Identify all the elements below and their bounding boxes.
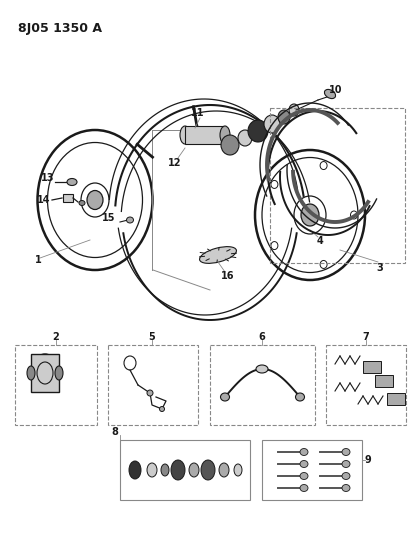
Ellipse shape xyxy=(300,472,308,480)
Text: 16: 16 xyxy=(221,271,235,281)
Ellipse shape xyxy=(220,126,230,144)
Bar xyxy=(15,345,97,425)
Ellipse shape xyxy=(342,472,350,480)
Bar xyxy=(108,345,198,425)
Text: 4: 4 xyxy=(317,236,323,246)
Ellipse shape xyxy=(221,135,239,155)
Ellipse shape xyxy=(256,365,268,373)
Ellipse shape xyxy=(189,463,199,477)
Bar xyxy=(326,345,406,425)
Text: 15: 15 xyxy=(101,213,115,223)
Bar xyxy=(262,440,362,500)
Bar xyxy=(31,354,59,392)
Ellipse shape xyxy=(220,393,229,401)
Ellipse shape xyxy=(147,463,157,477)
Ellipse shape xyxy=(295,393,304,401)
Ellipse shape xyxy=(300,484,308,491)
Ellipse shape xyxy=(31,354,59,392)
Ellipse shape xyxy=(147,390,153,396)
Ellipse shape xyxy=(238,130,252,146)
Bar xyxy=(387,393,405,405)
Ellipse shape xyxy=(289,104,299,116)
Ellipse shape xyxy=(180,126,190,144)
Ellipse shape xyxy=(324,90,335,99)
Ellipse shape xyxy=(37,362,53,384)
Ellipse shape xyxy=(129,461,141,479)
Ellipse shape xyxy=(234,464,242,476)
Bar xyxy=(63,194,73,202)
Bar xyxy=(363,361,381,373)
Bar xyxy=(120,440,250,500)
Ellipse shape xyxy=(201,460,215,480)
Ellipse shape xyxy=(79,200,85,206)
Ellipse shape xyxy=(248,120,268,142)
Text: 8J05 1350 A: 8J05 1350 A xyxy=(18,22,102,35)
Ellipse shape xyxy=(55,366,63,380)
Ellipse shape xyxy=(301,204,319,226)
Ellipse shape xyxy=(342,448,350,456)
Ellipse shape xyxy=(161,464,169,476)
Text: 1: 1 xyxy=(35,255,41,265)
Ellipse shape xyxy=(264,115,280,133)
Bar xyxy=(270,108,405,263)
Ellipse shape xyxy=(27,366,35,380)
Ellipse shape xyxy=(87,190,103,209)
Text: 8: 8 xyxy=(111,427,118,437)
Ellipse shape xyxy=(278,110,290,124)
Ellipse shape xyxy=(219,463,229,477)
Ellipse shape xyxy=(342,461,350,467)
Text: 10: 10 xyxy=(329,85,343,95)
Ellipse shape xyxy=(171,460,185,480)
Ellipse shape xyxy=(126,217,133,223)
Ellipse shape xyxy=(300,461,308,467)
Text: 6: 6 xyxy=(259,332,265,342)
Text: 9: 9 xyxy=(365,455,371,465)
Text: 7: 7 xyxy=(363,332,370,342)
Text: 13: 13 xyxy=(41,173,55,183)
Ellipse shape xyxy=(159,407,164,411)
Ellipse shape xyxy=(67,179,77,185)
Text: 12: 12 xyxy=(168,158,182,168)
Text: 2: 2 xyxy=(53,332,59,342)
Text: 5: 5 xyxy=(149,332,155,342)
Ellipse shape xyxy=(342,484,350,491)
Text: 3: 3 xyxy=(377,263,384,273)
Ellipse shape xyxy=(199,247,236,263)
Bar xyxy=(375,375,393,387)
Bar xyxy=(185,126,225,144)
Text: 14: 14 xyxy=(37,195,51,205)
Ellipse shape xyxy=(300,448,308,456)
Text: 11: 11 xyxy=(191,108,205,118)
Bar xyxy=(210,345,315,425)
